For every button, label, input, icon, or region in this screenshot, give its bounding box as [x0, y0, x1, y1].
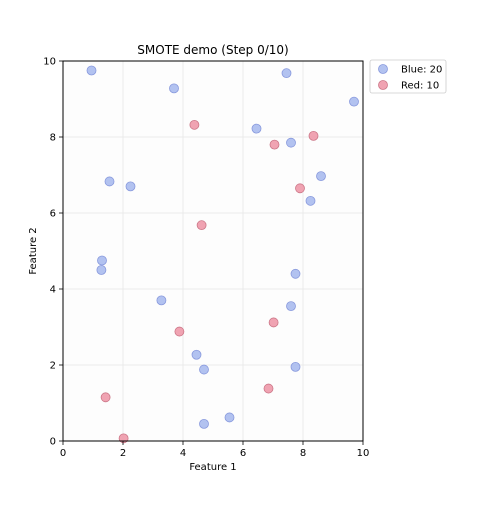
blue-point — [191, 349, 202, 360]
red-point — [174, 326, 185, 337]
red-point — [308, 130, 319, 141]
x-tick-label: 8 — [300, 448, 306, 459]
red-point — [268, 317, 279, 328]
blue-point — [125, 181, 136, 192]
legend-marker-blue — [378, 64, 388, 74]
blue-point — [251, 123, 262, 134]
y-axis-label: Feature 2 — [28, 227, 39, 274]
legend: Blue: 20 Red: 10 — [369, 59, 447, 94]
legend-marker-red — [378, 80, 388, 90]
red-point — [100, 392, 111, 403]
blue-point — [156, 295, 167, 306]
plot-background — [63, 61, 363, 441]
red-point — [189, 119, 200, 130]
x-tick-label: 2 — [120, 448, 126, 459]
red-point — [196, 220, 207, 231]
legend-label-red: Red: 10 — [401, 81, 439, 92]
blue-point — [86, 65, 97, 76]
blue-point — [290, 361, 301, 372]
x-tick-label: 0 — [60, 448, 66, 459]
blue-point — [104, 176, 115, 187]
plot-frame — [62, 60, 364, 442]
blue-point — [316, 171, 326, 182]
y-tick-label: 0 — [50, 437, 56, 448]
blue-point — [281, 68, 292, 79]
blue-point — [199, 418, 209, 429]
x-tick-label: 6 — [240, 448, 246, 459]
chart-title: SMOTE demo (Step 0/10) — [137, 43, 288, 57]
y-tick-label: 6 — [50, 209, 56, 220]
x-tick-label: 4 — [180, 448, 186, 459]
blue-point — [290, 268, 301, 279]
legend-box — [369, 59, 447, 94]
y-tick-label: 2 — [50, 361, 56, 372]
y-tick-label: 4 — [50, 285, 56, 296]
y-tick-label: 10 — [43, 57, 56, 68]
legend-label-blue: Blue: 20 — [401, 65, 442, 76]
blue-point — [97, 255, 107, 266]
x-axis-label: Feature 1 — [189, 462, 236, 473]
blue-point — [349, 96, 359, 107]
blue-point — [286, 137, 296, 148]
red-point — [269, 139, 280, 150]
blue-point — [286, 301, 296, 312]
blue-point — [169, 83, 179, 94]
blue-point — [199, 364, 209, 375]
blue-point — [305, 195, 316, 206]
y-tick-label: 8 — [50, 133, 56, 144]
x-tick-label: 10 — [357, 448, 370, 459]
red-point — [295, 183, 305, 194]
plot-area: 0 2 4 6 8 10 0 2 4 6 8 10 — [43, 57, 369, 460]
blue-point — [96, 265, 107, 275]
red-point — [263, 383, 274, 394]
blue-point — [224, 412, 235, 423]
